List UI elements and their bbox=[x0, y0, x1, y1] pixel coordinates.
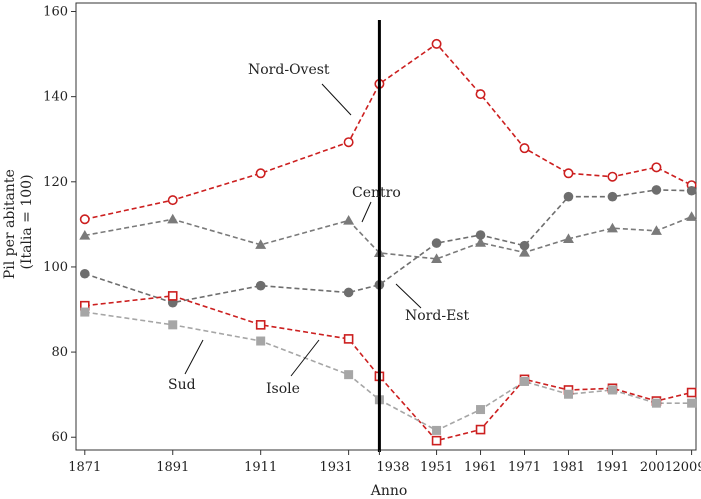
marker-layer bbox=[79, 38, 698, 446]
series-line-nord-est bbox=[84, 189, 692, 304]
y-tick-label: 120 bbox=[43, 175, 68, 190]
y-tick-label: 100 bbox=[43, 260, 68, 275]
y-axis-title-line1: Pil per abitante bbox=[2, 169, 18, 279]
leader-line-nord-ovest bbox=[321, 83, 352, 116]
x-tick-label: 1991 bbox=[596, 460, 629, 475]
x-tick-label: 1961 bbox=[464, 460, 497, 475]
data-point-nord-est bbox=[563, 191, 574, 202]
data-point-centro bbox=[79, 229, 91, 240]
series-line-sud bbox=[84, 311, 692, 432]
y-tick-label: 60 bbox=[51, 430, 68, 445]
data-point-sud bbox=[476, 405, 486, 415]
data-point-sud bbox=[651, 398, 661, 408]
series-layer bbox=[84, 42, 692, 442]
plot-area-frame bbox=[75, 2, 697, 451]
data-point-sud bbox=[687, 398, 697, 408]
x-tick-label: 1981 bbox=[552, 460, 585, 475]
data-point-sud bbox=[607, 385, 617, 395]
data-point-nord-ovest bbox=[651, 162, 662, 173]
data-point-centro bbox=[686, 211, 698, 221]
series-label-sud: Sud bbox=[168, 377, 196, 393]
data-point-centro bbox=[519, 246, 531, 257]
data-point-nord-est bbox=[519, 240, 530, 251]
series-label-nord-ovest: Nord-Ovest bbox=[248, 62, 330, 78]
data-point-sud bbox=[432, 425, 442, 435]
leader-line-isole bbox=[290, 339, 320, 377]
leader-line-sud bbox=[184, 339, 204, 375]
data-point-nord-est bbox=[343, 287, 354, 298]
data-point-sud bbox=[563, 389, 573, 399]
data-point-nord-est bbox=[475, 230, 486, 240]
series-label-centro: Centro bbox=[352, 185, 401, 201]
x-tick-label: 2001 bbox=[640, 460, 673, 475]
data-point-isole bbox=[343, 334, 354, 344]
y-axis-ticks: 60 80 100 120 140 160 bbox=[43, 5, 76, 445]
leader-line-centro bbox=[361, 201, 372, 223]
data-point-nord-est bbox=[651, 185, 662, 195]
data-point-centro bbox=[562, 233, 574, 243]
x-axis-title: Anno bbox=[370, 483, 408, 499]
x-tick-label: 2009 bbox=[673, 460, 701, 475]
series-label-nord-est: Nord-Est bbox=[405, 308, 469, 324]
data-point-nord-ovest bbox=[167, 195, 178, 206]
data-point-sud bbox=[80, 307, 90, 317]
y-tick-label: 140 bbox=[43, 90, 68, 105]
data-point-nord-est bbox=[431, 238, 442, 248]
data-point-nord-est bbox=[255, 280, 266, 291]
x-tick-label: 1871 bbox=[68, 460, 101, 475]
data-point-nord-ovest bbox=[431, 38, 442, 49]
data-point-nord-ovest bbox=[475, 89, 486, 100]
data-point-nord-est bbox=[686, 185, 697, 196]
data-point-centro bbox=[255, 239, 267, 249]
x-tick-label: 1938 bbox=[376, 460, 409, 475]
data-point-nord-ovest bbox=[255, 168, 266, 179]
y-tick-label: 80 bbox=[51, 345, 68, 360]
series-line-isole bbox=[84, 295, 692, 442]
data-point-isole bbox=[167, 291, 178, 301]
x-tick-label: 1971 bbox=[508, 460, 541, 475]
data-point-nord-ovest bbox=[343, 137, 354, 148]
data-point-centro bbox=[431, 253, 443, 263]
x-tick-label: 1891 bbox=[156, 460, 189, 475]
data-point-nord-ovest bbox=[79, 214, 90, 225]
data-point-isole bbox=[475, 424, 486, 435]
data-point-isole bbox=[686, 387, 697, 398]
data-point-sud bbox=[256, 336, 266, 346]
data-point-sud bbox=[520, 376, 530, 386]
data-point-centro bbox=[606, 222, 618, 233]
data-point-isole bbox=[431, 435, 442, 446]
data-point-sud bbox=[344, 370, 354, 380]
data-point-nord-est bbox=[79, 268, 90, 279]
series-line-nord-ovest bbox=[84, 42, 692, 221]
data-point-nord-ovest bbox=[607, 171, 618, 182]
x-axis-ticks: 1871 1891 1911 1931 1938 1951 1961 1971 1981 1991… bbox=[68, 450, 701, 475]
data-point-centro bbox=[475, 237, 487, 247]
leader-line-nord-est bbox=[395, 283, 422, 309]
y-tick-label: 160 bbox=[43, 5, 68, 20]
data-point-nord-ovest bbox=[563, 168, 574, 179]
data-point-nord-ovest bbox=[519, 143, 530, 154]
y-axis-title-line2: (Italia = 100) bbox=[19, 174, 35, 269]
series-label-isole: Isole bbox=[266, 381, 300, 397]
data-point-nord-est bbox=[607, 191, 618, 202]
series-line-centro bbox=[84, 215, 692, 260]
data-point-centro bbox=[650, 225, 662, 235]
x-tick-label: 1951 bbox=[420, 460, 453, 475]
x-tick-label: 1911 bbox=[244, 460, 277, 475]
x-tick-label: 1931 bbox=[320, 460, 353, 475]
data-point-centro bbox=[167, 213, 179, 224]
data-point-isole bbox=[255, 320, 266, 330]
y-axis-title: Pil per abitante (Italia = 100) bbox=[2, 165, 35, 279]
data-point-sud bbox=[168, 320, 178, 330]
data-point-centro bbox=[343, 215, 355, 225]
